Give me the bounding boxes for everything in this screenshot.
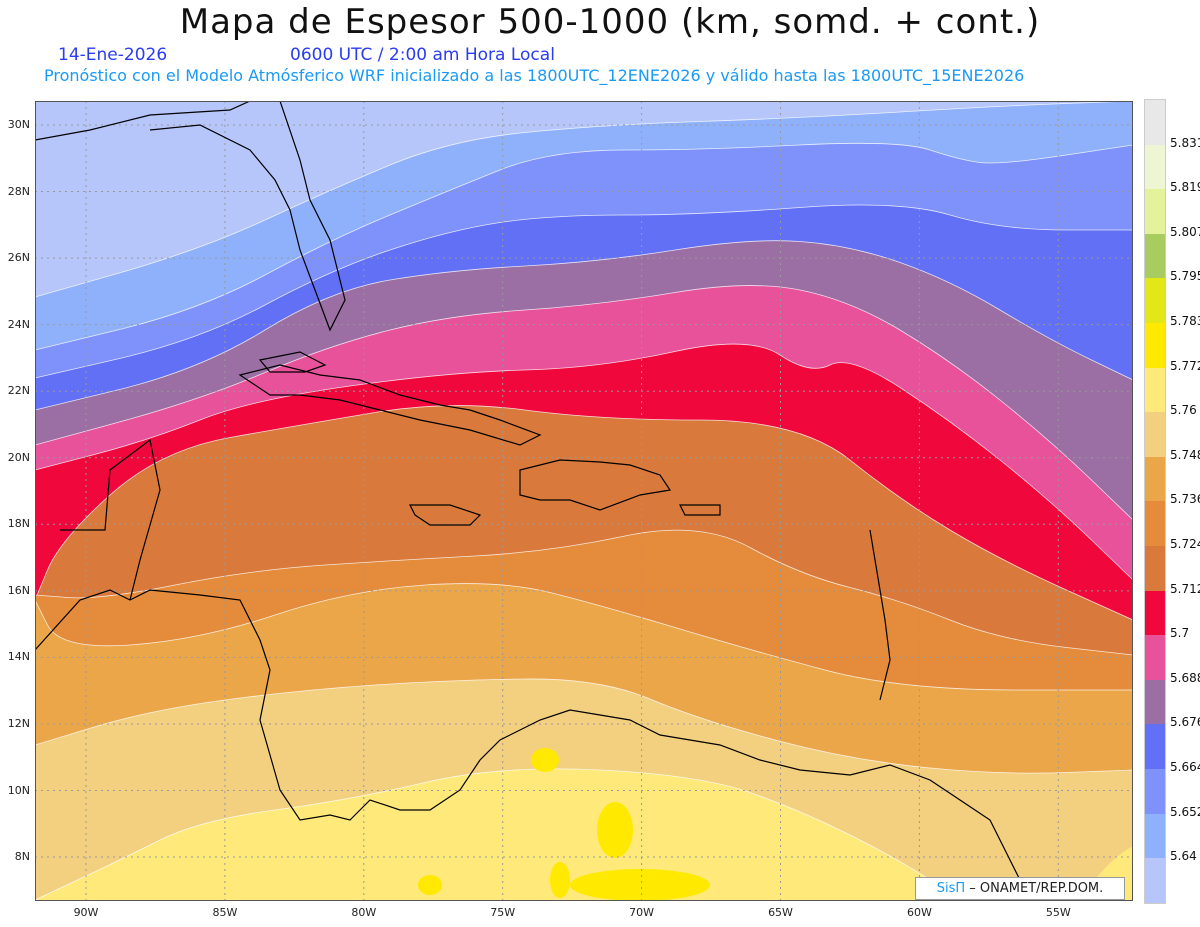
colorbar-segment [1145,100,1165,145]
colorbar-segment [1145,144,1165,190]
colorbar-segment [1145,412,1165,457]
colorbar-label: 5.807 [1170,224,1200,239]
thickness-map [35,101,1133,901]
lon-label: 75W [490,906,516,919]
colorbar-label: 5.783 [1170,314,1200,328]
forecast-time: 0600 UTC / 2:00 am Hora Local [290,45,555,65]
colorbar-label: 5.748 [1170,447,1200,462]
colorbar-segment [1145,367,1165,413]
lon-label: 90W [73,906,99,919]
colorbar-segment [1145,724,1165,769]
thickness-patch [570,869,710,901]
lon-label: 55W [1045,906,1071,919]
coastline [238,364,542,446]
colorbar-segment [1145,278,1165,323]
coastline [35,589,1031,901]
colorbar-segment [1145,590,1165,636]
colorbar-label: 5.676 [1170,715,1200,730]
colorbar-label: 5.7 [1170,626,1190,641]
lat-label: 18N [7,517,30,531]
lat-label: 26N [7,251,30,265]
logo-credit: SisΠ – ONAMET/REP.DOM. [915,877,1125,900]
colorbar-segment [1145,233,1165,279]
lat-label: 20N [7,450,30,464]
colorbar-segment [1145,456,1165,502]
thickness-patch [418,875,442,895]
lat-label: 22N [7,384,30,398]
colorbar-label: 5.76 [1170,403,1197,418]
colorbar-label: 5.688 [1170,670,1200,685]
lat-label: 14N [7,650,30,664]
colorbar-label: 5.712 [1170,581,1200,596]
coastline [869,529,891,701]
lon-label: 85W [212,906,238,919]
map-border [35,101,1133,901]
forecast-date: 14-Ene-2026 [58,45,168,65]
colorbar-label: 5.664 [1170,760,1200,774]
logo-brand: SisΠ [936,881,966,896]
colorbar-segment [1145,635,1165,680]
colorbar-segment [1145,679,1165,725]
colorbar-label: 5.831 [1170,135,1200,150]
colorbar-label: 5.64 [1170,849,1197,864]
coastline [679,504,721,516]
lon-label: 65W [768,906,793,919]
colorbar-segment [1145,768,1165,814]
colorbar-label: 5.736 [1170,492,1200,507]
thickness-patch [550,862,570,898]
colorbar-segment [1145,858,1165,903]
lat-label: 28N [7,184,30,198]
coastline [60,438,161,601]
colorbar-segment [1145,322,1165,368]
coastline [35,101,346,332]
colorbar-segment [1145,501,1165,546]
lon-label: 60W [906,906,932,919]
lon-label: 70W [629,906,655,919]
colorbar-label: 5.819 [1170,180,1200,195]
colorbar-label: 5.772 [1170,358,1200,373]
logo-text: – ONAMET/REP.DOM. [969,881,1104,896]
colorbar-label: 5.724 [1170,537,1200,551]
lon-label: 80W [351,906,377,919]
lat-label: 16N [7,583,30,597]
map-title: Mapa de Espesor 500-1000 (km, somd. + co… [179,2,1041,42]
colorbar-label: 5.652 [1170,804,1200,819]
colorbar-segment [1145,545,1165,591]
colorbar [1144,99,1166,904]
coastline [519,459,672,511]
colorbar-label: 5.795 [1170,269,1200,284]
lat-label: 8N [14,850,30,864]
thickness-patch [597,802,633,858]
lat-label: 24N [7,317,30,331]
lat-label: 10N [7,783,30,797]
colorbar-segment [1145,813,1165,859]
coastline [409,504,482,526]
forecast-description: Pronóstico con el Modelo Atmósferico WRF… [44,66,1025,85]
lat-label: 30N [7,118,30,131]
thickness-patch [531,748,559,772]
lat-label: 12N [7,716,30,730]
colorbar-segment [1145,189,1165,234]
coastline [258,351,327,373]
